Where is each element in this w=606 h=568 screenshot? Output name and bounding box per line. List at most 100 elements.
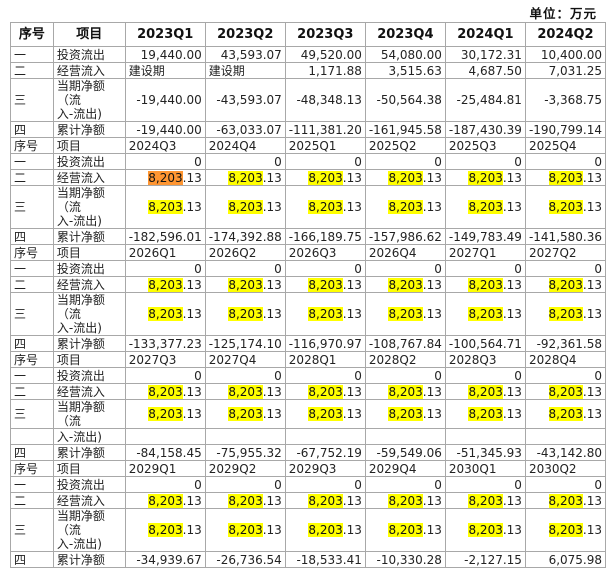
highlighted-value-cell: 8,203.13 bbox=[284, 492, 366, 509]
table-row: 三当期净额（流 入-流出) 8,203.13 8,203.13 8,203.13 8,2… bbox=[10, 185, 606, 229]
quarter-header-cell: 2023Q1 bbox=[124, 22, 206, 47]
section-header-row: 序号 项目 2024Q3 2024Q4 2025Q1 2025Q2 2025Q3 2025Q4 bbox=[10, 137, 606, 154]
value-cell: -59,549.06 bbox=[364, 444, 446, 461]
serial-cell: 一 bbox=[10, 153, 54, 170]
serial-cell: 三 bbox=[10, 399, 54, 429]
value-cell: -63,033.07 bbox=[204, 121, 286, 138]
value-cell: -26,736.54 bbox=[204, 551, 286, 568]
find-match-highlight: 8,203 bbox=[468, 384, 503, 399]
item-cell: 经营流入 bbox=[52, 169, 126, 186]
quarter-header-cell: 2027Q2 bbox=[524, 244, 606, 261]
table-row: 一投资流出 0 0 0 0 0 0 bbox=[10, 153, 606, 170]
find-match-highlight: 8,203 bbox=[468, 493, 503, 508]
quarter-header-cell: 2023Q3 bbox=[284, 22, 366, 47]
table-row: 一投资流出 0 0 0 0 0 0 bbox=[10, 367, 606, 384]
section-header-row: 序号 项目 2026Q1 2026Q2 2026Q3 2026Q4 2027Q1 2027Q2 bbox=[10, 244, 606, 261]
value-cell: -43,142.80 bbox=[524, 444, 606, 461]
highlighted-value-cell: 8,203.13 bbox=[364, 492, 446, 509]
highlighted-value-cell: 8,203.13 bbox=[444, 185, 526, 229]
find-match-highlight: 8,203 bbox=[388, 384, 423, 399]
quarter-header-cell: 2029Q1 bbox=[124, 460, 206, 477]
item-cell: 累计净额 bbox=[52, 121, 126, 138]
find-match-highlight: 8,203 bbox=[548, 493, 583, 508]
value-cell: 0 bbox=[444, 367, 526, 384]
highlighted-value-cell: 8,203.13 bbox=[284, 383, 366, 400]
highlighted-value-cell: 8,203.13 bbox=[524, 399, 606, 429]
highlighted-value-cell: 8,203.13 bbox=[524, 383, 606, 400]
value-cell bbox=[284, 428, 366, 445]
value-cell: 19,440.00 bbox=[124, 46, 206, 63]
value-cell: -133,377.23 bbox=[124, 335, 206, 352]
item-cell: 当期净额（流 入-流出) bbox=[52, 508, 126, 552]
quarter-header-cell: 2024Q2 bbox=[524, 22, 606, 47]
value-cell: 0 bbox=[124, 476, 206, 493]
serial-cell: 四 bbox=[10, 335, 54, 352]
value-cell: -157,986.62 bbox=[364, 228, 446, 245]
table-row: 二经营流入 8,203.13 8,203.13 8,203.13 8,203.13 8,2… bbox=[10, 492, 606, 509]
quarter-header-cell: 2025Q3 bbox=[444, 137, 526, 154]
highlighted-value-cell: 8,203.13 bbox=[204, 508, 286, 552]
serial-cell: 一 bbox=[10, 476, 54, 493]
value-cell: 0 bbox=[124, 153, 206, 170]
item-header-cell: 项目 bbox=[52, 460, 126, 477]
quarter-header-cell: 2029Q4 bbox=[364, 460, 446, 477]
item-cell: 经营流入 bbox=[52, 62, 126, 79]
value-cell: -166,189.75 bbox=[284, 228, 366, 245]
value-cell: 3,515.63 bbox=[364, 62, 446, 79]
value-cell: 0 bbox=[444, 153, 526, 170]
find-match-highlight: 8,203 bbox=[148, 493, 183, 508]
table-header-row: 序号 项目 2023Q1 2023Q2 2023Q3 2023Q4 2024Q1 2024Q2 bbox=[10, 22, 606, 47]
value-cell: 30,172.31 bbox=[444, 46, 526, 63]
serial-cell: 二 bbox=[10, 169, 54, 186]
value-cell: 6,075.98 bbox=[524, 551, 606, 568]
serial-cell: 四 bbox=[10, 228, 54, 245]
highlighted-value-cell: 8,203.13 bbox=[284, 508, 366, 552]
quarter-header-cell: 2026Q4 bbox=[364, 244, 446, 261]
value-cell: 0 bbox=[124, 367, 206, 384]
highlighted-value-cell: 8,203.13 bbox=[444, 399, 526, 429]
value-cell: 0 bbox=[524, 476, 606, 493]
quarter-header-cell: 2026Q2 bbox=[204, 244, 286, 261]
find-match-highlight: 8,203 bbox=[308, 407, 343, 421]
serial-cell: 一 bbox=[10, 46, 54, 63]
item-cell: 累计净额 bbox=[52, 444, 126, 461]
value-cell: 0 bbox=[524, 367, 606, 384]
highlighted-value-cell: 8,203.13 bbox=[444, 508, 526, 552]
find-match-highlight: 8,203 bbox=[228, 277, 263, 292]
value-cell bbox=[124, 428, 206, 445]
value-cell: 4,687.50 bbox=[444, 62, 526, 79]
find-match-highlight: 8,203 bbox=[468, 307, 503, 321]
serial-cell: 二 bbox=[10, 276, 54, 293]
highlighted-value-cell: 8,203.13 bbox=[444, 169, 526, 186]
quarter-header-cell: 2027Q1 bbox=[444, 244, 526, 261]
value-cell: 0 bbox=[524, 260, 606, 277]
highlighted-value-cell: 8,203.13 bbox=[364, 508, 446, 552]
find-match-highlight: 8,203 bbox=[308, 200, 343, 214]
quarter-header-cell: 2028Q4 bbox=[524, 351, 606, 368]
table-row: 一投资流出 19,440.00 43,593.07 49,520.00 54,080.0… bbox=[10, 46, 606, 63]
highlighted-value-cell: 8,203.13 bbox=[524, 185, 606, 229]
highlighted-value-cell: 8,203.13 bbox=[124, 169, 206, 186]
serial-cell: 四 bbox=[10, 551, 54, 568]
quarter-header-cell: 2025Q2 bbox=[364, 137, 446, 154]
value-cell: 10,400.00 bbox=[524, 46, 606, 63]
find-match-highlight: 8,203 bbox=[308, 523, 343, 537]
find-match-highlight: 8,203 bbox=[548, 407, 583, 421]
value-cell: -34,939.67 bbox=[124, 551, 206, 568]
item-cell: 投资流出 bbox=[52, 367, 126, 384]
section-header-row: 序号 项目 2029Q1 2029Q2 2029Q3 2029Q4 2030Q1 2030Q2 bbox=[10, 460, 606, 477]
value-cell: 7,031.25 bbox=[524, 62, 606, 79]
table-row: 三当期净额（流 8,203.13 8,203.13 8,203.13 8,203.13 8… bbox=[10, 399, 606, 429]
find-match-highlight: 8,203 bbox=[388, 170, 423, 185]
item-cell: 经营流入 bbox=[52, 383, 126, 400]
value-cell: 43,593.07 bbox=[204, 46, 286, 63]
value-cell: 建设期 bbox=[124, 62, 206, 79]
find-match-highlight: 8,203 bbox=[548, 170, 583, 185]
value-cell: 0 bbox=[444, 260, 526, 277]
value-cell: -108,767.84 bbox=[364, 335, 446, 352]
quarter-header-cell: 2029Q2 bbox=[204, 460, 286, 477]
item-cell: 经营流入 bbox=[52, 492, 126, 509]
quarter-header-cell: 2030Q1 bbox=[444, 460, 526, 477]
item-cell: 当期净额（流 入-流出) bbox=[52, 78, 126, 122]
table-row: 三当期净额（流 入-流出) 8,203.13 8,203.13 8,203.13 8,2… bbox=[10, 508, 606, 552]
